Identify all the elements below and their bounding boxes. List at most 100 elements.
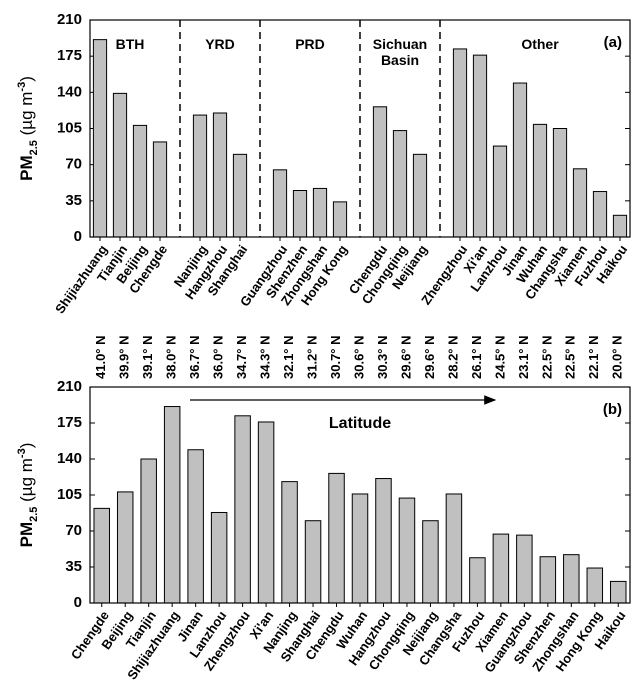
bar xyxy=(351,493,369,604)
top-axis-label: 41.0° N xyxy=(93,335,108,379)
bar xyxy=(163,406,181,604)
bar xyxy=(516,534,533,604)
y-axis-label-part: -3 xyxy=(16,82,28,92)
bar xyxy=(332,201,348,238)
top-axis-label: 34.3° N xyxy=(258,335,273,379)
bar xyxy=(92,39,108,238)
top-axis-label: 24.5° N xyxy=(492,335,507,379)
y-tick-label: 70 xyxy=(65,522,82,539)
y-tick-label: 0 xyxy=(74,594,82,611)
group-label: Sichuan Basin xyxy=(372,36,428,68)
bar xyxy=(257,421,275,604)
bar xyxy=(398,497,416,604)
bar xyxy=(304,520,322,604)
top-axis-label: 31.2° N xyxy=(304,335,319,379)
bar xyxy=(445,493,463,604)
bar xyxy=(452,48,468,238)
panel-label: (a) xyxy=(604,34,622,51)
y-tick-label: 175 xyxy=(57,47,82,64)
y-tick-label: 140 xyxy=(57,450,82,467)
bar xyxy=(210,511,228,604)
bar xyxy=(372,106,388,238)
y-axis-label-part: PM xyxy=(17,155,36,181)
bar xyxy=(140,458,157,604)
bar xyxy=(152,141,168,238)
top-axis-label: 22.1° N xyxy=(586,335,601,379)
panel-label: (b) xyxy=(603,401,622,418)
y-tick-label: 70 xyxy=(65,156,82,173)
y-tick-label: 175 xyxy=(57,414,82,431)
top-axis-label: 28.2° N xyxy=(445,335,460,379)
bar xyxy=(412,153,428,238)
y-tick-label: 35 xyxy=(65,558,82,575)
annotation: Latitude xyxy=(329,415,391,432)
bar xyxy=(469,557,486,604)
y-axis-label: PM2.5 (µg m-3) xyxy=(16,443,40,548)
top-axis-label: 38.0° N xyxy=(164,335,179,379)
bar xyxy=(552,128,568,238)
bar xyxy=(610,580,627,604)
top-axis-label: 23.1° N xyxy=(516,335,531,379)
bar xyxy=(232,153,248,238)
top-axis-label: 29.6° N xyxy=(422,335,437,379)
top-axis-label: 26.1° N xyxy=(469,335,484,379)
bar xyxy=(192,114,208,238)
top-axis-label: 20.0° N xyxy=(610,335,625,379)
bar xyxy=(592,191,608,238)
bar xyxy=(272,169,288,238)
top-axis-label: 30.3° N xyxy=(375,335,390,379)
bar xyxy=(539,556,557,604)
bar xyxy=(281,481,298,604)
group-label: BTH xyxy=(115,36,145,52)
top-axis-label: 22.5° N xyxy=(563,335,578,379)
top-axis-label: 29.6° N xyxy=(398,335,413,379)
y-axis-label-part: (µg m xyxy=(17,458,36,507)
y-axis-label-part: 2.5 xyxy=(28,507,40,522)
bar xyxy=(212,112,228,238)
bar xyxy=(132,124,148,238)
y-axis-label-part: ) xyxy=(17,76,36,82)
y-tick-label: 210 xyxy=(57,11,82,28)
top-axis-label: 39.9° N xyxy=(117,335,132,379)
bar xyxy=(422,520,439,604)
bar xyxy=(93,507,110,604)
top-axis-label: 30.7° N xyxy=(328,335,343,379)
group-label: YRD xyxy=(205,36,235,52)
group-label: PRD xyxy=(295,36,325,52)
bar xyxy=(112,92,128,238)
bar xyxy=(187,449,204,604)
top-axis-label: 36.0° N xyxy=(211,335,226,379)
bar xyxy=(492,145,508,238)
top-axis-label: 32.1° N xyxy=(281,335,296,379)
bar xyxy=(492,533,510,604)
y-axis-label-part: -3 xyxy=(16,448,28,458)
top-axis-label: 36.7° N xyxy=(187,335,202,379)
bar xyxy=(612,214,628,238)
y-tick-label: 105 xyxy=(57,486,82,503)
top-axis-label: 39.1° N xyxy=(140,335,155,379)
y-tick-label: 210 xyxy=(57,378,82,395)
bar xyxy=(563,554,580,604)
bar xyxy=(328,472,345,604)
bar xyxy=(116,491,134,604)
bar xyxy=(472,54,488,238)
y-axis-label: PM2.5 (µg m-3) xyxy=(16,76,40,181)
bar xyxy=(532,123,548,238)
y-axis-label-part: 2.5 xyxy=(28,140,40,155)
y-axis-label-part: ) xyxy=(17,443,36,449)
top-axis-label: 22.5° N xyxy=(539,335,554,379)
y-tick-label: 35 xyxy=(65,192,82,209)
group-label: Other xyxy=(521,36,559,52)
bar xyxy=(292,190,308,238)
bar xyxy=(586,567,604,604)
bar xyxy=(512,82,528,238)
y-tick-label: 140 xyxy=(57,83,82,100)
y-tick-label: 105 xyxy=(57,119,82,136)
bar xyxy=(234,415,251,604)
top-axis-label: 30.6° N xyxy=(351,335,366,379)
top-axis-label: 34.7° N xyxy=(234,335,249,379)
y-axis-label-part: PM xyxy=(17,522,36,548)
plot-frame xyxy=(89,386,631,604)
y-axis-label-part: (µg m xyxy=(17,92,36,141)
